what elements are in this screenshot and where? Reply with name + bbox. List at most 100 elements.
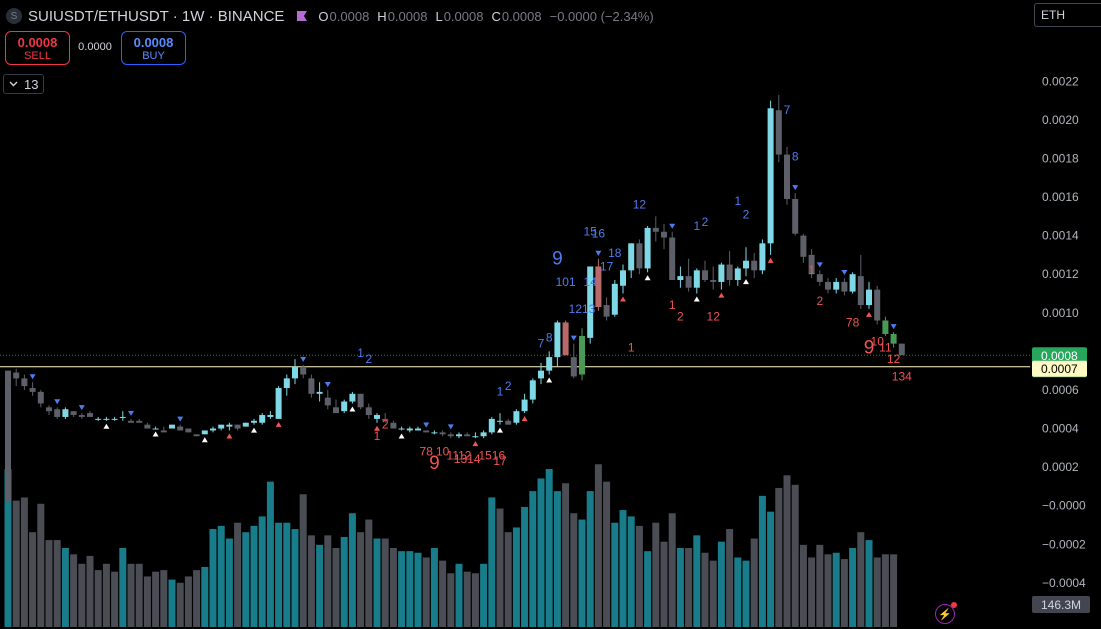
volume-bar xyxy=(291,529,299,627)
candle xyxy=(136,418,143,423)
volume-bar xyxy=(439,560,447,627)
sell-setup-triangle xyxy=(890,324,897,330)
candle-body xyxy=(800,235,807,257)
volume-bar xyxy=(742,560,750,627)
volume-bar xyxy=(316,544,324,627)
buy-setup-triangle xyxy=(226,433,233,439)
volume-bar xyxy=(734,557,742,627)
spread-value: 0.0000 xyxy=(78,41,112,53)
volume-bar xyxy=(176,582,184,627)
candle xyxy=(259,413,266,425)
volume-bar xyxy=(447,573,455,627)
candle xyxy=(374,413,380,423)
candle-body xyxy=(866,289,872,306)
sell-setup-triangle xyxy=(423,422,430,428)
price-tick-label: 0.0010 xyxy=(1042,306,1079,320)
buy-setup-triangle xyxy=(693,296,700,302)
candle-body xyxy=(300,366,307,375)
td-count-label: 101 xyxy=(556,275,576,289)
sell-setup-triangle xyxy=(792,185,799,191)
price-tick-label: 0.0006 xyxy=(1042,383,1079,397)
candle xyxy=(398,426,405,431)
volume-bar xyxy=(332,548,340,627)
indicators-toggle[interactable]: 13 xyxy=(3,74,45,94)
candle-body xyxy=(734,268,741,280)
volume-bar xyxy=(94,570,102,627)
volume-bar xyxy=(693,535,701,627)
candle-body xyxy=(37,391,44,404)
candle xyxy=(193,434,200,437)
chevron-down-icon xyxy=(9,81,18,87)
td-count-label: 78 xyxy=(846,315,860,329)
volume-bar xyxy=(209,529,217,627)
candle-body xyxy=(226,424,233,427)
candle-body xyxy=(456,434,462,437)
candle xyxy=(128,418,134,423)
volume-bar xyxy=(70,554,78,627)
volume-label: 146.3M xyxy=(1041,598,1081,612)
td-count-label: 9 xyxy=(429,453,440,474)
candle-body xyxy=(447,434,454,437)
sell-setup-triangle xyxy=(595,250,602,256)
buy-button[interactable]: 0.0008 BUY xyxy=(121,31,186,65)
volume-bar xyxy=(824,554,832,627)
candle-body xyxy=(13,372,20,379)
td-count-label: 2 xyxy=(677,309,684,323)
candle xyxy=(218,424,225,431)
volume-bar xyxy=(808,557,816,627)
sell-price: 0.0008 xyxy=(17,34,58,50)
volume-bar xyxy=(119,548,127,627)
candle xyxy=(628,243,635,279)
volume-bar xyxy=(340,536,348,627)
candle-body xyxy=(333,407,339,414)
candle-body xyxy=(464,434,471,437)
volume-bar xyxy=(676,548,684,627)
lightning-icon[interactable]: ⚡ xyxy=(935,602,957,624)
symbol-title[interactable]: SUIUSDT/ETHUSDT · 1W · BINANCE xyxy=(28,7,285,25)
candle-body xyxy=(710,279,717,282)
candle-body xyxy=(103,418,110,420)
td-count-label: 14 xyxy=(584,275,598,289)
flag-icon[interactable] xyxy=(296,10,308,22)
sell-button[interactable]: 0.0008 SELL xyxy=(5,31,70,65)
volume-bar xyxy=(61,548,69,627)
candle xyxy=(726,251,733,286)
currency-selector[interactable]: ETH xyxy=(1034,3,1101,27)
candle xyxy=(177,424,184,431)
candle xyxy=(54,407,61,419)
candle-body xyxy=(365,407,372,416)
candle xyxy=(800,233,807,263)
candle-body xyxy=(398,428,405,430)
candle xyxy=(693,268,700,294)
candle xyxy=(603,297,610,321)
candle xyxy=(439,430,446,437)
td-count-label: 8 xyxy=(792,149,799,163)
volume-bar xyxy=(496,508,504,627)
candle xyxy=(267,411,274,419)
buy-setup-triangle xyxy=(718,292,725,298)
volume-bar xyxy=(553,491,561,627)
candle xyxy=(579,328,585,381)
candle xyxy=(349,391,356,404)
volume-bar xyxy=(799,544,807,627)
candle xyxy=(849,272,856,294)
candle-body xyxy=(693,270,700,288)
td-count-label: 8 xyxy=(546,331,553,345)
candle xyxy=(78,413,85,419)
volume-bar xyxy=(143,576,151,627)
candle-body xyxy=(669,237,676,280)
candle-body xyxy=(406,428,413,431)
volume-bar xyxy=(840,559,848,627)
candle-body xyxy=(423,430,430,433)
td-count-label: 1 xyxy=(374,429,381,443)
buy-setup-triangle xyxy=(398,433,405,439)
candle xyxy=(415,426,421,431)
candle-body xyxy=(759,243,766,271)
candle-body xyxy=(775,110,782,155)
volume-bar xyxy=(184,576,192,627)
td-count-label: 1112 xyxy=(447,448,472,462)
volume-bar xyxy=(455,563,463,627)
candle xyxy=(775,94,782,163)
